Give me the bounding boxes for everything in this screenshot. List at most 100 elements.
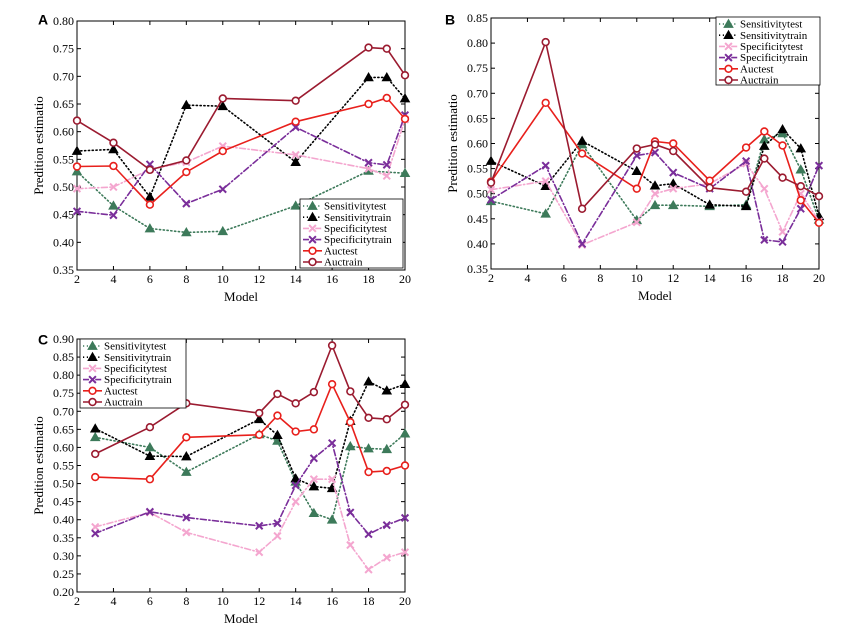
- x-tick-label: 8: [183, 594, 189, 608]
- data-point: [91, 522, 100, 532]
- plot-frame: [76, 20, 406, 271]
- legend-swatch-marker: [87, 340, 98, 350]
- data-point: [91, 472, 100, 482]
- legend-box: [299, 198, 404, 269]
- legend-entry: Auctest: [104, 385, 138, 397]
- data-point: [382, 171, 391, 181]
- data-point: [72, 184, 82, 193]
- data-point: [253, 413, 265, 424]
- y-tick-label: 0.90: [53, 332, 74, 346]
- legend-swatch-marker: [724, 53, 733, 62]
- data-point: [632, 144, 641, 153]
- data-point: [364, 164, 373, 173]
- x-tick-label: 16: [326, 594, 338, 608]
- legend-entry: Sensitivitytest: [104, 341, 166, 353]
- data-point: [182, 433, 191, 442]
- series-auctest: [72, 93, 410, 209]
- data-point: [540, 208, 551, 218]
- data-point: [796, 196, 805, 205]
- data-point: [71, 166, 83, 176]
- data-point: [217, 100, 229, 111]
- y-tick-label: 0.70: [467, 86, 488, 100]
- y-tick-label: 0.60: [53, 440, 74, 454]
- data-point: [485, 155, 497, 165]
- x-tick-label: 18: [363, 594, 375, 608]
- series-line: [490, 162, 820, 246]
- data-point: [272, 429, 283, 439]
- data-point: [669, 146, 678, 156]
- x-tick-label: 12: [253, 594, 265, 608]
- data-point: [541, 177, 550, 186]
- data-point: [382, 553, 391, 562]
- panel-letter: C: [38, 332, 48, 348]
- x-tick-label: 4: [524, 271, 530, 285]
- y-tick-label: 0.50: [467, 187, 488, 201]
- data-point: [577, 204, 587, 213]
- legend-swatch-marker: [307, 200, 318, 210]
- x-axis-label: Model: [224, 611, 258, 626]
- chart-panel-c: C 2 4 6 8 10 12 14 16 18 20 0.20 0.25 0.30 0.35 0.40 0.4…: [31, 332, 411, 626]
- data-point: [759, 140, 770, 150]
- data-point: [382, 44, 391, 53]
- legend-swatch-marker: [724, 42, 733, 51]
- data-point: [381, 385, 393, 395]
- data-point: [486, 195, 496, 204]
- data-point: [181, 226, 192, 237]
- x-tick-label: 8: [183, 272, 189, 286]
- y-tick-label: 0.60: [53, 125, 74, 139]
- x-tick-label: 6: [147, 272, 153, 286]
- series-auctrain: [486, 37, 824, 213]
- y-tick-label: 0.55: [53, 152, 74, 166]
- data-point: [650, 189, 660, 198]
- x-tick-label: 18: [777, 271, 789, 285]
- legend-swatch-marker: [88, 375, 97, 384]
- data-point: [778, 227, 787, 236]
- data-point: [399, 93, 411, 103]
- legend-swatch-marker: [308, 257, 317, 267]
- panel-letter: A: [38, 12, 48, 28]
- x-axis-label: Model: [224, 289, 258, 304]
- data-point: [578, 239, 587, 249]
- y-tick-label: 0.80: [467, 36, 488, 50]
- legend-swatch-marker: [724, 75, 733, 85]
- data-point: [273, 531, 282, 541]
- y-tick-label: 0.85: [53, 350, 74, 364]
- data-point: [541, 161, 550, 170]
- data-point: [576, 135, 588, 145]
- data-point: [382, 93, 391, 103]
- x-tick-label: 4: [110, 594, 116, 608]
- data-point: [308, 481, 320, 491]
- data-point: [399, 167, 411, 178]
- legend-swatch-marker: [724, 64, 733, 74]
- data-point: [400, 114, 410, 124]
- data-point: [795, 143, 807, 153]
- y-tick-label: 0.75: [467, 61, 488, 75]
- data-point: [632, 151, 641, 160]
- data-point: [109, 161, 118, 171]
- data-point: [109, 182, 118, 192]
- data-point: [291, 96, 300, 105]
- data-point: [364, 43, 373, 52]
- x-tick-label: 16: [740, 271, 752, 285]
- series-line: [76, 118, 406, 190]
- data-point: [382, 521, 391, 530]
- y-tick-label: 0.85: [467, 11, 488, 25]
- data-point: [89, 431, 101, 442]
- data-point: [145, 507, 154, 516]
- data-point: [741, 143, 751, 152]
- x-tick-label: 20: [399, 594, 411, 608]
- y-tick-label: 0.55: [467, 162, 488, 176]
- x-tick-label: 4: [110, 272, 116, 286]
- data-point: [667, 199, 679, 210]
- x-tick-label: 12: [667, 271, 679, 285]
- data-point: [182, 528, 191, 537]
- data-point: [255, 408, 264, 418]
- data-point: [291, 117, 300, 126]
- data-point: [381, 72, 393, 82]
- y-tick-label: 0.55: [53, 459, 74, 473]
- data-point: [364, 530, 373, 539]
- series-specificitytrain: [486, 148, 824, 249]
- data-point: [541, 37, 550, 47]
- legend-swatch-marker: [723, 29, 734, 40]
